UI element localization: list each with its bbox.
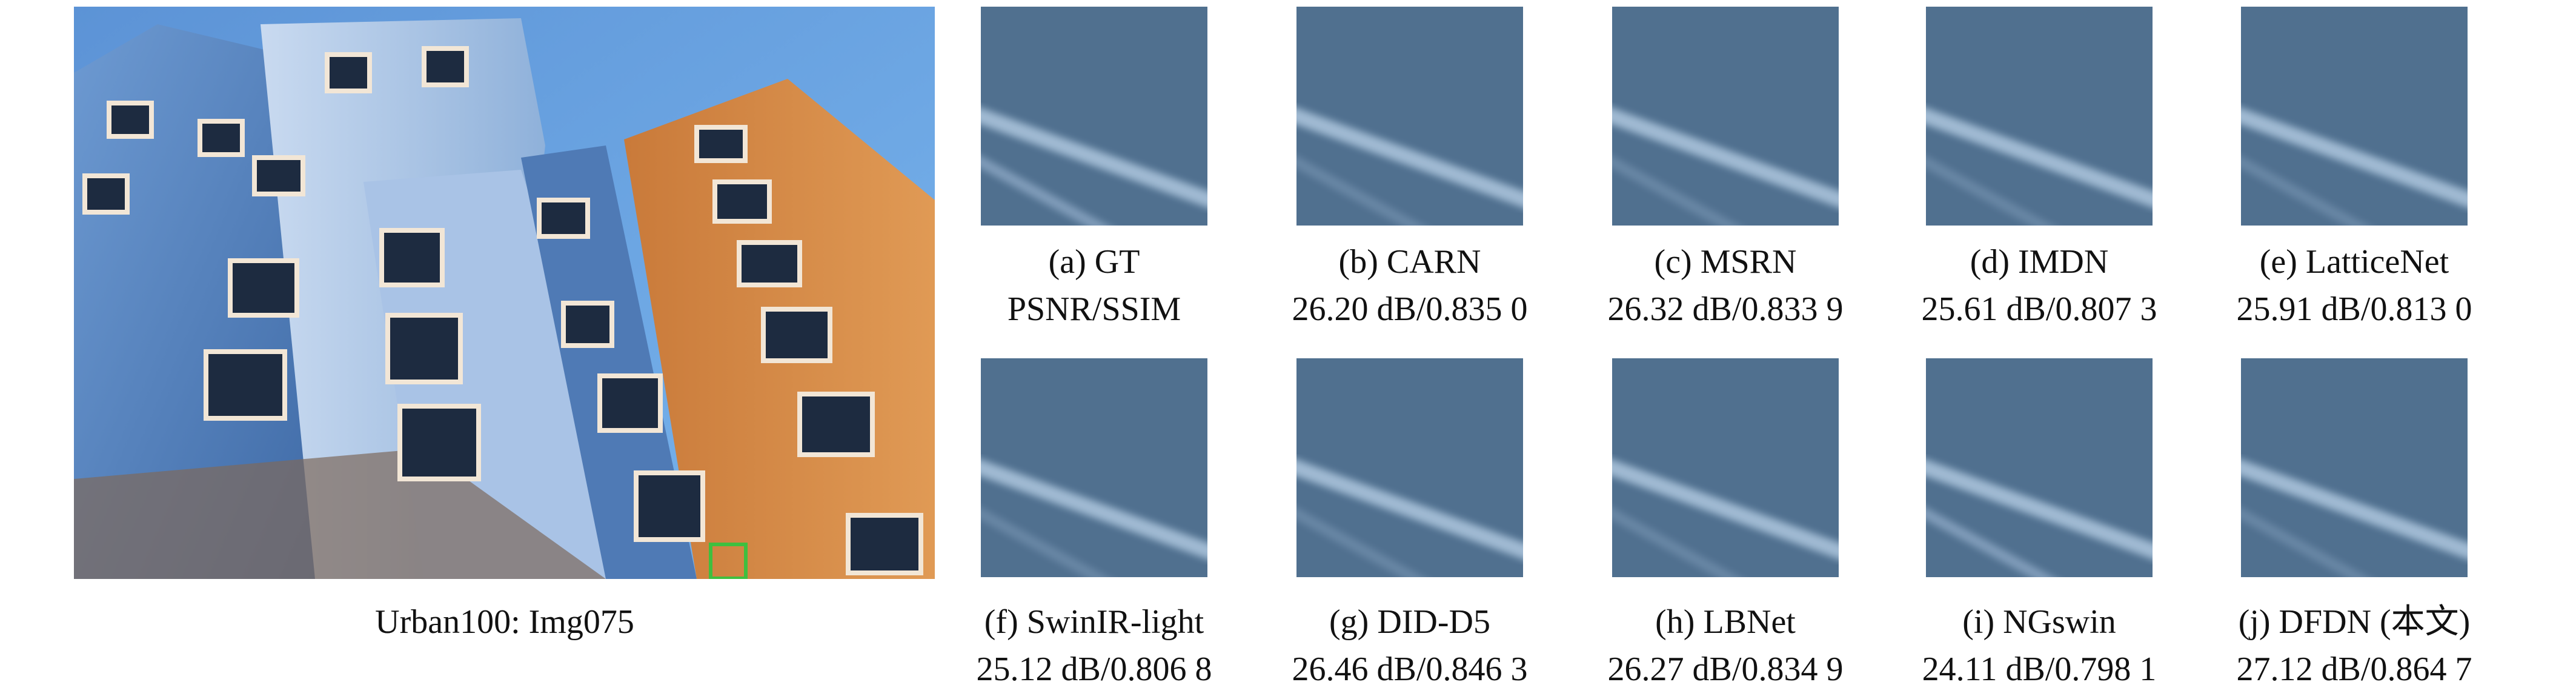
crop-content xyxy=(1926,7,2153,226)
crop-stripe xyxy=(981,107,1207,208)
crop-stripe-2 xyxy=(1612,156,1740,226)
crop-stripe-2 xyxy=(2241,507,2369,577)
crop-metrics: 27.12 dB/0.864 7 xyxy=(2237,651,2472,688)
crop-content xyxy=(981,358,1207,577)
crop-stripe xyxy=(2241,107,2468,208)
crop-metrics: 26.32 dB/0.833 9 xyxy=(1608,290,1844,328)
crop-metrics: 26.46 dB/0.846 3 xyxy=(1292,651,1528,688)
crop-stripe-2 xyxy=(2241,156,2369,226)
crop-label: (b) CARN xyxy=(1339,243,1481,281)
crop-stripe-2 xyxy=(1612,507,1740,577)
crop-image xyxy=(1296,358,1523,577)
crop-metrics: 25.12 dB/0.806 8 xyxy=(977,651,1212,688)
crop-stripe-2 xyxy=(981,507,1109,577)
crop-image xyxy=(1926,7,2153,226)
crop-content xyxy=(1296,358,1523,577)
crop-content xyxy=(1612,358,1839,577)
crop-metrics: 24.11 dB/0.798 1 xyxy=(1922,651,2157,688)
crop-label: (g) DID-D5 xyxy=(1329,603,1490,641)
crop-stripe xyxy=(1926,107,2153,208)
crop-stripe xyxy=(1296,107,1523,208)
crop-metrics: 25.61 dB/0.807 3 xyxy=(1922,290,2157,328)
main-caption: Urban100: Img075 xyxy=(375,603,634,641)
crop-stripe-2 xyxy=(1296,507,1424,577)
crop-stripe xyxy=(981,459,1207,560)
crop-content xyxy=(2241,7,2468,226)
crop-content xyxy=(981,7,1207,226)
crop-stripe xyxy=(1612,459,1839,560)
crop-image xyxy=(1296,7,1523,226)
crop-stripe xyxy=(1612,107,1839,208)
crop-metrics: 25.91 dB/0.813 0 xyxy=(2237,290,2472,328)
crop-image xyxy=(2241,358,2468,577)
crop-image xyxy=(981,7,1207,226)
crop-label: (a) GT xyxy=(1049,243,1140,281)
crop-content xyxy=(1926,358,2153,577)
crop-metrics: 26.27 dB/0.834 9 xyxy=(1608,651,1844,688)
crop-metrics: PSNR/SSIM xyxy=(1007,290,1181,328)
crop-stripe-2 xyxy=(981,156,1109,226)
crop-stripe xyxy=(1296,459,1523,560)
crop-label: (h) LBNet xyxy=(1655,603,1796,641)
crop-metrics: 26.20 dB/0.835 0 xyxy=(1292,290,1528,328)
main-image xyxy=(74,7,935,579)
crop-label: (j) DFDN (本文) xyxy=(2239,603,2471,641)
crop-image xyxy=(981,358,1207,577)
crop-image xyxy=(1926,358,2153,577)
crop-image xyxy=(2241,7,2468,226)
crop-stripe-2 xyxy=(1926,507,2054,577)
crop-content xyxy=(2241,358,2468,577)
crop-label: (f) SwinIR-light xyxy=(984,603,1204,641)
crop-stripe xyxy=(2241,459,2468,560)
crop-label: (e) LatticeNet xyxy=(2260,243,2449,281)
crop-stripe-2 xyxy=(1296,156,1424,226)
crop-content xyxy=(1296,7,1523,226)
crop-label: (d) IMDN xyxy=(1970,243,2109,281)
crop-content xyxy=(1612,7,1839,226)
crop-image xyxy=(1612,7,1839,226)
crop-label: (c) MSRN xyxy=(1655,243,1797,281)
crop-label: (i) NGswin xyxy=(1962,603,2116,641)
crop-stripe xyxy=(1926,459,2153,560)
crop-image xyxy=(1612,358,1839,577)
crop-stripe-2 xyxy=(1926,156,2054,226)
